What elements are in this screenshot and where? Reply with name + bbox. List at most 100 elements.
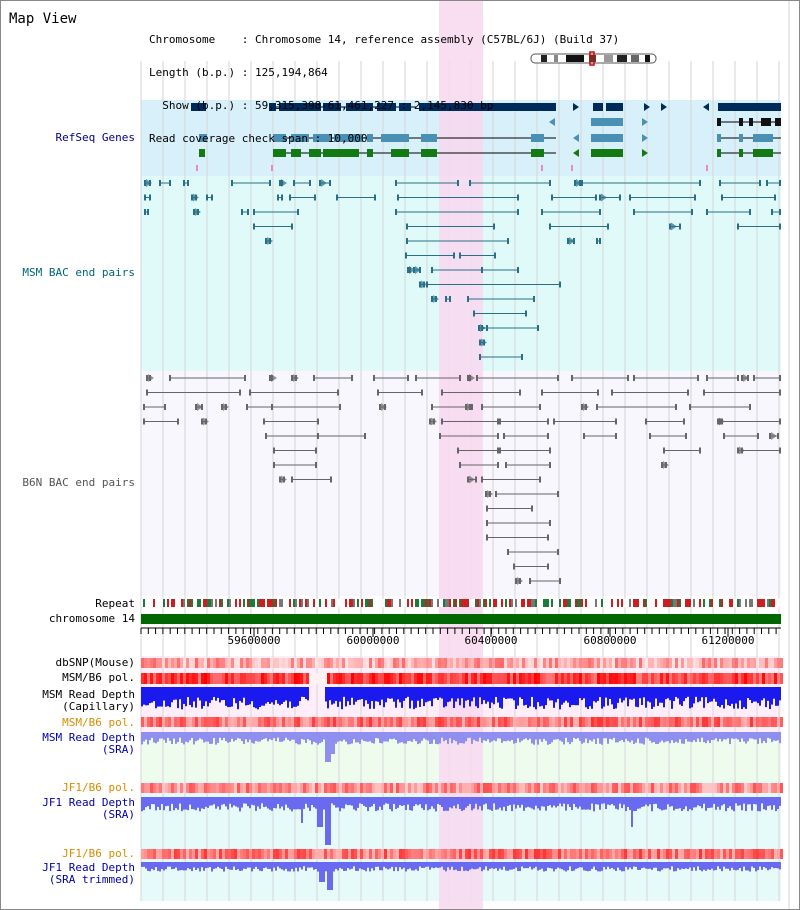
depth-bar [551,797,553,808]
bac-end-mark [779,418,781,425]
heat-cell [570,783,573,793]
heat-cell [774,849,777,859]
depth-bar [153,687,155,702]
depth-bar [277,687,279,704]
repeat-element [431,599,433,607]
depth-bar [567,687,569,703]
depth-bar [359,797,361,804]
depth-bar [753,687,755,702]
depth-bar [155,797,157,811]
heat-cell [699,849,702,859]
depth-bar [681,862,683,869]
info-chromosome: Chromosome : Chromosome 14, reference as… [149,33,620,46]
heat-cell [738,849,741,859]
depth-bar [761,687,763,701]
depth-bar [253,732,255,744]
depth-bar [263,862,265,869]
depth-bar [641,797,643,807]
heat-cell [375,783,378,793]
heat-cell [690,673,693,684]
depth-bar [199,732,201,739]
heat-cell [453,673,456,684]
heat-cell [300,849,303,859]
depth-bar [593,797,595,812]
depth-bar [479,797,481,807]
repeat-element [319,599,321,607]
depth-bar [731,797,733,810]
depth-bar [203,732,205,743]
depth-bar [719,732,721,739]
depth-bar [219,862,221,869]
gene-exon [273,149,286,157]
heat-cell [447,673,450,684]
bac-end-mark [774,194,776,201]
depth-bar [347,797,349,806]
depth-bar [499,687,501,708]
bac-end-mark [431,404,433,410]
bac-end-arrow [195,208,201,216]
bac-end-mark [273,462,275,468]
depth-bar [683,797,685,810]
depth-bar [551,732,553,743]
track-label-b6n-bac[interactable]: B6N BAC end pairs [22,476,135,489]
bac-end-mark [481,267,483,273]
depth-bar [439,687,441,698]
heat-cell [429,658,432,668]
heat-cell [252,673,255,684]
depth-bar [573,687,575,706]
heat-cell [648,783,651,793]
depth-bar [193,732,195,745]
bac-end-mark [431,267,433,273]
depth-bar [679,732,681,740]
heat-cell [249,658,252,668]
depth-bar [501,687,503,709]
heat-cell [639,783,642,793]
depth-bar [711,862,713,869]
heat-cell [234,783,237,793]
depth-bar [501,797,503,811]
track-label-refseq[interactable]: RefSeq Genes [55,131,135,144]
track-label-msm-bac[interactable]: MSM BAC end pairs [22,266,135,279]
bac-end-mark [407,375,409,381]
depth-bar [243,797,245,804]
heat-cell [240,849,243,859]
depth-bar [229,797,231,804]
depth-bar [359,687,361,700]
depth-bar [399,797,401,806]
depth-bar [305,797,307,804]
depth-bar [643,687,645,698]
depth-bar [773,732,775,741]
heat-cell [651,849,654,859]
heat-cell [756,717,759,727]
heat-cell [351,658,354,668]
heat-cell [168,783,171,793]
depth-bar [491,797,493,811]
heat-cell [501,849,504,859]
bac-end-mark [159,180,161,186]
heat-cell [210,849,213,859]
heat-cell [291,717,294,727]
heat-cell [714,783,717,793]
heat-cell [279,717,282,727]
depth-bar [297,797,299,810]
depth-bar [375,732,377,738]
depth-bar [741,797,743,811]
depth-bar [335,732,337,744]
bac-end-mark [521,354,523,360]
bac-end-mark [249,389,251,396]
heat-cell [582,673,585,684]
depth-bar [301,687,303,697]
heat-cell [564,673,567,684]
depth-bar [559,732,561,741]
depth-bar [369,797,371,808]
heat-cell [270,717,273,727]
depth-bar [411,732,413,742]
depth-bar [267,797,269,809]
depth-bar [189,862,191,870]
repeat-element [527,599,529,607]
gene-exon [391,149,409,157]
heat-cell [462,673,465,684]
repeat-element [447,599,449,607]
heat-cell [480,658,483,668]
